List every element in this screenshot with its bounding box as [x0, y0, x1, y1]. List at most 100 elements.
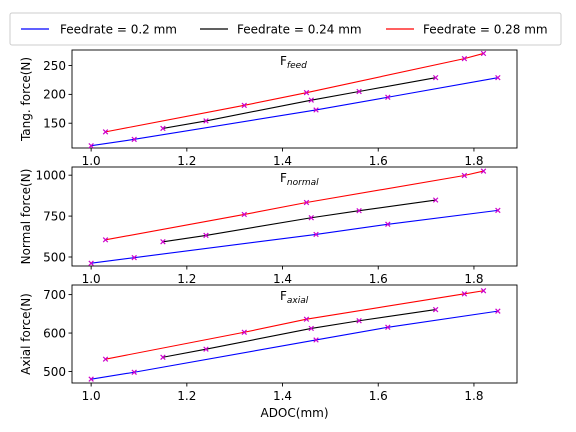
data-point: [131, 369, 137, 375]
data-point: [385, 94, 391, 100]
data-point: [303, 199, 310, 206]
series-line-0: [91, 209, 498, 264]
x-tick-label: 1.6: [369, 272, 388, 286]
panel-title-main: F: [280, 54, 287, 68]
data-point: [385, 324, 391, 330]
y-tick-label: 500: [43, 365, 66, 379]
x-tick-label: 1.0: [82, 389, 101, 403]
data-point: [308, 215, 314, 221]
data-point: [203, 346, 209, 352]
x-tick-label: 1.2: [177, 272, 196, 286]
y-tick-label: 700: [43, 288, 66, 302]
data-point: [131, 254, 137, 261]
y-tick-label: 750: [43, 209, 66, 223]
panel-title-subscript: normal: [287, 178, 319, 188]
x-tick-label: 1.4: [273, 154, 292, 168]
data-point: [313, 231, 319, 238]
data-point: [356, 207, 362, 214]
x-tick-label: 1.6: [369, 389, 388, 403]
data-point: [308, 325, 314, 332]
panel-title: Ffeed: [280, 54, 307, 71]
legend-label-1: Feedrate = 0.24 mm: [237, 23, 362, 37]
x-tick-label: 1.6: [369, 154, 388, 168]
data-point: [303, 89, 310, 96]
data-point: [88, 142, 94, 149]
y-axis-label: Normal force(N): [19, 169, 33, 265]
data-point: [432, 197, 439, 203]
data-point: [88, 260, 94, 266]
x-tick-label: 1.8: [464, 389, 483, 403]
data-point: [461, 55, 468, 62]
legend-entry-2: Feedrate = 0.28 mm: [386, 23, 548, 37]
x-tick-label: 1.8: [464, 272, 483, 286]
y-tick-label: 150: [43, 117, 66, 131]
panel-axial: 1.0 1.2 1.4 1.6 1.8 500 600 700 Axial force(N) AD…: [19, 284, 518, 420]
data-point: [203, 118, 209, 124]
y-tick-label: 600: [43, 326, 66, 340]
panel-title-subscript: feed: [287, 61, 307, 71]
data-point: [241, 102, 247, 109]
legend-label-0: Feedrate = 0.2 mm: [60, 23, 177, 37]
data-point: [461, 172, 468, 179]
y-tick-label: 250: [43, 59, 66, 73]
y-tick-label: 200: [43, 88, 66, 102]
legend-entry-0: Feedrate = 0.2 mm: [21, 23, 177, 37]
panel-feed: 1.0 1.2 1.4 1.6 1.8 150 200 250 Tang. force(N) Ff…: [19, 49, 518, 168]
data-point: [160, 239, 166, 245]
data-point: [88, 376, 94, 382]
x-tick-label: 1.4: [273, 389, 292, 403]
y-tick-label: 1000: [35, 168, 66, 182]
data-point: [432, 74, 439, 81]
data-point: [241, 211, 247, 218]
data-point: [131, 136, 137, 143]
series-line-1: [162, 309, 436, 358]
x-tick-label: 1.2: [177, 389, 196, 403]
series-line-1: [162, 199, 436, 243]
x-tick-label: 1.8: [464, 154, 483, 168]
data-point: [313, 107, 319, 113]
data-point: [461, 291, 468, 297]
series-line-0: [91, 77, 498, 147]
data-point: [308, 97, 314, 103]
data-point: [160, 354, 166, 360]
x-axis-label: ADOC(mm): [260, 406, 328, 420]
legend-label-2: Feedrate = 0.28 mm: [423, 23, 548, 37]
data-point: [102, 237, 109, 243]
panel-title: Faxial: [280, 289, 309, 306]
data-point: [495, 308, 501, 314]
data-point: [203, 232, 209, 239]
plot-frame: [71, 49, 518, 149]
data-point: [480, 168, 487, 174]
x-tick-label: 1.2: [177, 154, 196, 168]
data-point: [313, 337, 319, 343]
legend: Feedrate = 0.2 mm Feedrate = 0.24 mm Fee…: [9, 12, 562, 46]
panel-title-subscript: axial: [287, 296, 309, 306]
data-point: [102, 356, 109, 362]
data-point: [385, 221, 391, 227]
y-axis-label: Axial force(N): [19, 293, 33, 375]
data-point: [480, 50, 487, 57]
y-tick-label: 500: [43, 250, 66, 264]
legend-box: [9, 12, 562, 46]
plot-frame: [71, 284, 518, 384]
x-tick-label: 1.0: [82, 272, 101, 286]
data-point: [241, 329, 247, 335]
panel-title-main: F: [280, 289, 287, 303]
legend-entry-1: Feedrate = 0.24 mm: [200, 23, 362, 37]
panel-title-main: F: [280, 171, 287, 185]
data-point: [356, 318, 362, 324]
data-point: [495, 207, 501, 214]
x-tick-label: 1.0: [82, 154, 101, 168]
x-tick-label: 1.4: [273, 272, 292, 286]
data-point: [102, 129, 109, 135]
panel-title: Fnormal: [280, 171, 319, 188]
data-point: [495, 74, 501, 81]
data-point: [303, 316, 310, 322]
y-axis-label: Tang. force(N): [19, 57, 33, 142]
data-point: [356, 88, 362, 95]
series-line-1: [162, 77, 436, 129]
data-point: [160, 125, 166, 132]
data-point: [432, 306, 439, 313]
